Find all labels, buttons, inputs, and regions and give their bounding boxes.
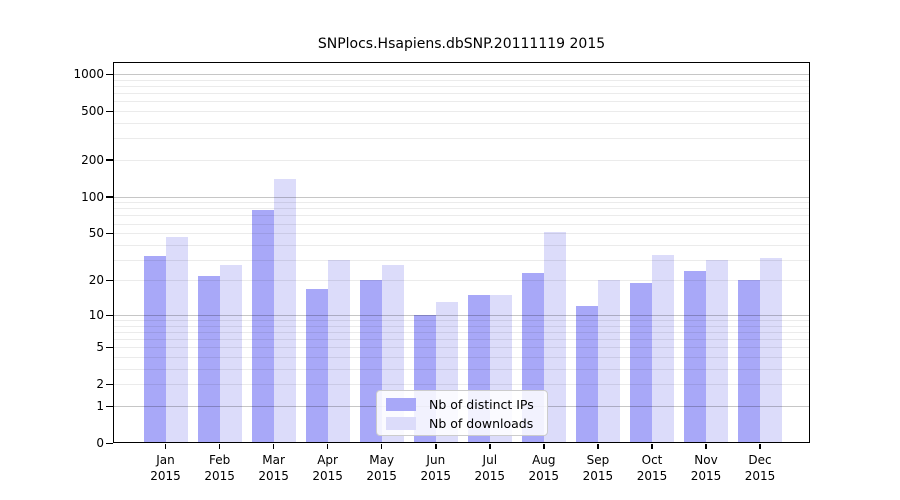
gridline-minor [113, 215, 810, 217]
gridline-major [113, 315, 810, 316]
y-tick-mark [106, 383, 113, 386]
gridline-minor [113, 320, 810, 321]
bar-distinct-ips [197, 275, 220, 443]
y-tick-label: 1000 [73, 67, 104, 82]
y-tick-label: 2 [96, 377, 104, 392]
gridline-major [113, 74, 810, 76]
gridline-minor [113, 111, 810, 112]
x-tick-mark [164, 444, 167, 449]
x-tick-label: Jul 2015 [474, 453, 506, 483]
gridline-minor [113, 79, 810, 81]
gridline-minor [113, 208, 810, 210]
x-tick-label: May 2015 [366, 453, 397, 483]
legend-item-distinct-ips: Nb of distinct IPs [377, 395, 547, 414]
gridline-minor [113, 138, 810, 140]
x-tick-label: Aug 2015 [528, 453, 560, 483]
gridline-minor [113, 357, 810, 359]
bar-downloads [760, 257, 782, 443]
x-tick-mark [326, 444, 329, 449]
gridline-minor [113, 101, 810, 103]
gridline-minor [113, 93, 810, 95]
y-tick-mark [106, 314, 113, 316]
bar-downloads [706, 259, 728, 443]
bar-downloads [543, 232, 566, 443]
bar-distinct-ips [305, 288, 328, 443]
legend-label-downloads: Nb of downloads [429, 416, 534, 431]
y-tick-label: 10 [88, 308, 104, 322]
bar-downloads [273, 178, 296, 443]
x-tick-mark [597, 444, 599, 449]
y-tick-mark [106, 346, 113, 349]
chart-title: SNPlocs.Hsapiens.dbSNP.20111119 2015 [317, 36, 606, 52]
bar-distinct-ips [684, 271, 706, 443]
legend-swatch-downloads [386, 417, 416, 430]
y-tick-label: 100 [81, 189, 104, 204]
bar-distinct-ips [143, 256, 166, 443]
x-tick-mark [543, 444, 545, 449]
x-tick-mark [218, 444, 221, 449]
legend-swatch-distinct-ips [386, 398, 416, 411]
x-tick-label: Oct 2015 [636, 453, 668, 483]
x-tick-label: Sep 2015 [582, 453, 614, 483]
x-tick-mark [272, 444, 275, 449]
gridline-minor [113, 347, 810, 349]
gridline-minor [113, 259, 810, 261]
x-tick-label: Dec 2015 [744, 453, 776, 483]
gridline-minor [113, 122, 810, 124]
gridline-minor [113, 339, 810, 341]
y-tick-mark [106, 196, 113, 198]
x-tick-mark [489, 444, 491, 449]
gridline-major [113, 196, 810, 198]
bar-distinct-ips [575, 306, 598, 443]
y-tick-mark [106, 442, 113, 444]
legend-label-distinct-ips: Nb of distinct IPs [429, 397, 534, 412]
bar-downloads [327, 259, 350, 443]
x-tick-mark [651, 444, 653, 449]
gridline-minor [113, 159, 810, 161]
y-tick-mark [106, 110, 113, 112]
x-tick-label: Jan 2015 [150, 453, 181, 483]
gridline-minor [113, 244, 810, 246]
bar-downloads [219, 265, 242, 443]
gridline-minor [113, 280, 810, 282]
gridline-minor [113, 369, 810, 370]
bar-distinct-ips [738, 280, 760, 443]
y-tick-mark [106, 279, 113, 282]
x-tick-mark [435, 444, 437, 449]
y-tick-label: 5 [96, 340, 104, 355]
legend: Nb of distinct IPs Nb of downloads [376, 390, 548, 436]
plot-area: Nb of distinct IPs Nb of downloads [113, 62, 810, 443]
y-tick-mark [106, 232, 113, 234]
y-tick-mark [106, 73, 113, 76]
gridline-minor [113, 86, 810, 87]
x-tick-mark [380, 444, 383, 449]
y-tick-label: 20 [88, 273, 104, 288]
legend-item-downloads: Nb of downloads [377, 414, 547, 433]
gridline-minor [113, 223, 810, 225]
bar-downloads [597, 280, 620, 443]
gridline-minor [113, 332, 810, 333]
bar-downloads [165, 237, 188, 443]
x-tick-label: Apr 2015 [312, 453, 343, 483]
gridline-minor [113, 325, 810, 327]
y-tick-label: 50 [88, 226, 104, 240]
y-tick-mark [106, 159, 113, 161]
x-tick-label: Jun 2015 [420, 453, 452, 483]
bar-distinct-ips [630, 283, 652, 443]
x-tick-label: Nov 2015 [690, 453, 722, 483]
bar-downloads [652, 254, 674, 443]
x-tick-label: Mar 2015 [258, 453, 289, 483]
x-tick-mark [705, 444, 707, 449]
x-tick-mark [759, 444, 761, 449]
y-tick-label: 200 [81, 152, 104, 167]
gridline-minor [113, 233, 810, 234]
y-tick-label: 1 [96, 399, 104, 413]
y-tick-label: 500 [81, 104, 104, 118]
gridline-minor [113, 384, 810, 386]
x-tick-label: Feb 2015 [204, 453, 235, 483]
y-tick-label: 0 [96, 436, 104, 450]
gridline-minor [113, 202, 810, 204]
y-tick-mark [106, 405, 113, 407]
